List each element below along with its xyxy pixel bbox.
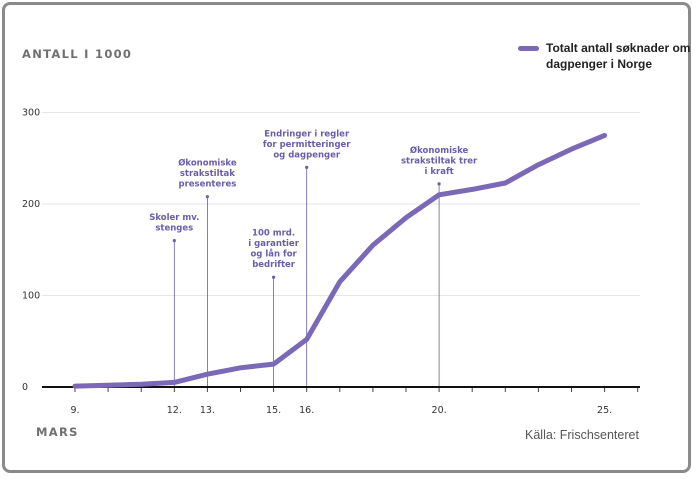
annotation-label: Økonomiske xyxy=(410,145,469,156)
x-axis-title: MARS xyxy=(36,425,79,439)
annotation-label: Skoler mv. xyxy=(149,213,199,223)
annotation-dot xyxy=(437,182,441,186)
annotation-label: stenges xyxy=(155,224,193,234)
x-tick-label: 9. xyxy=(70,405,79,416)
x-tick-label: 20. xyxy=(432,405,447,416)
annotation-dot xyxy=(205,195,209,199)
y-tick-label: 300 xyxy=(22,108,40,119)
annotation-dot xyxy=(272,275,276,279)
annotation-label: bedrifter xyxy=(252,260,296,270)
annotation-label: Endringer i regler xyxy=(264,129,350,139)
annotation-label: for permitteringer xyxy=(263,140,351,150)
annotation-label: i kraft xyxy=(424,167,453,177)
annotation-dot xyxy=(305,165,309,169)
y-tick-label: 200 xyxy=(22,199,40,210)
annotation-label: og lån for xyxy=(250,249,297,260)
annotation-label: 100 mrd. xyxy=(252,229,295,239)
x-tick-label: 15. xyxy=(266,405,281,416)
annotation-dot xyxy=(172,239,176,243)
legend-swatch xyxy=(518,46,539,51)
annotation-label: strakstiltak trer xyxy=(401,156,478,166)
annotation-label: presenteres xyxy=(179,180,237,190)
x-tick-label: 25. xyxy=(597,405,612,416)
x-tick-label: 12. xyxy=(167,405,182,416)
x-tick-label: 16. xyxy=(299,405,314,416)
y-tick-label: 100 xyxy=(22,291,40,302)
y-axis-title: ANTALL I 1000 xyxy=(22,47,133,61)
chart-frame xyxy=(2,2,691,473)
y-tick-label: 0 xyxy=(22,382,28,393)
legend-label: Totalt antall søknader om dagpenger i No… xyxy=(546,41,691,71)
annotation-label: strakstiltak xyxy=(180,169,235,179)
annotation-label: og dagpenger xyxy=(273,150,341,160)
annotation-label: Økonomiske xyxy=(178,158,237,169)
x-tick-label: 13. xyxy=(200,405,215,416)
series-line xyxy=(72,132,608,389)
source-note: Källa: Frischsenteret xyxy=(525,428,639,442)
legend: Totalt antall søknader om dagpenger i No… xyxy=(518,40,696,72)
annotation-label: i garantier xyxy=(248,239,299,249)
